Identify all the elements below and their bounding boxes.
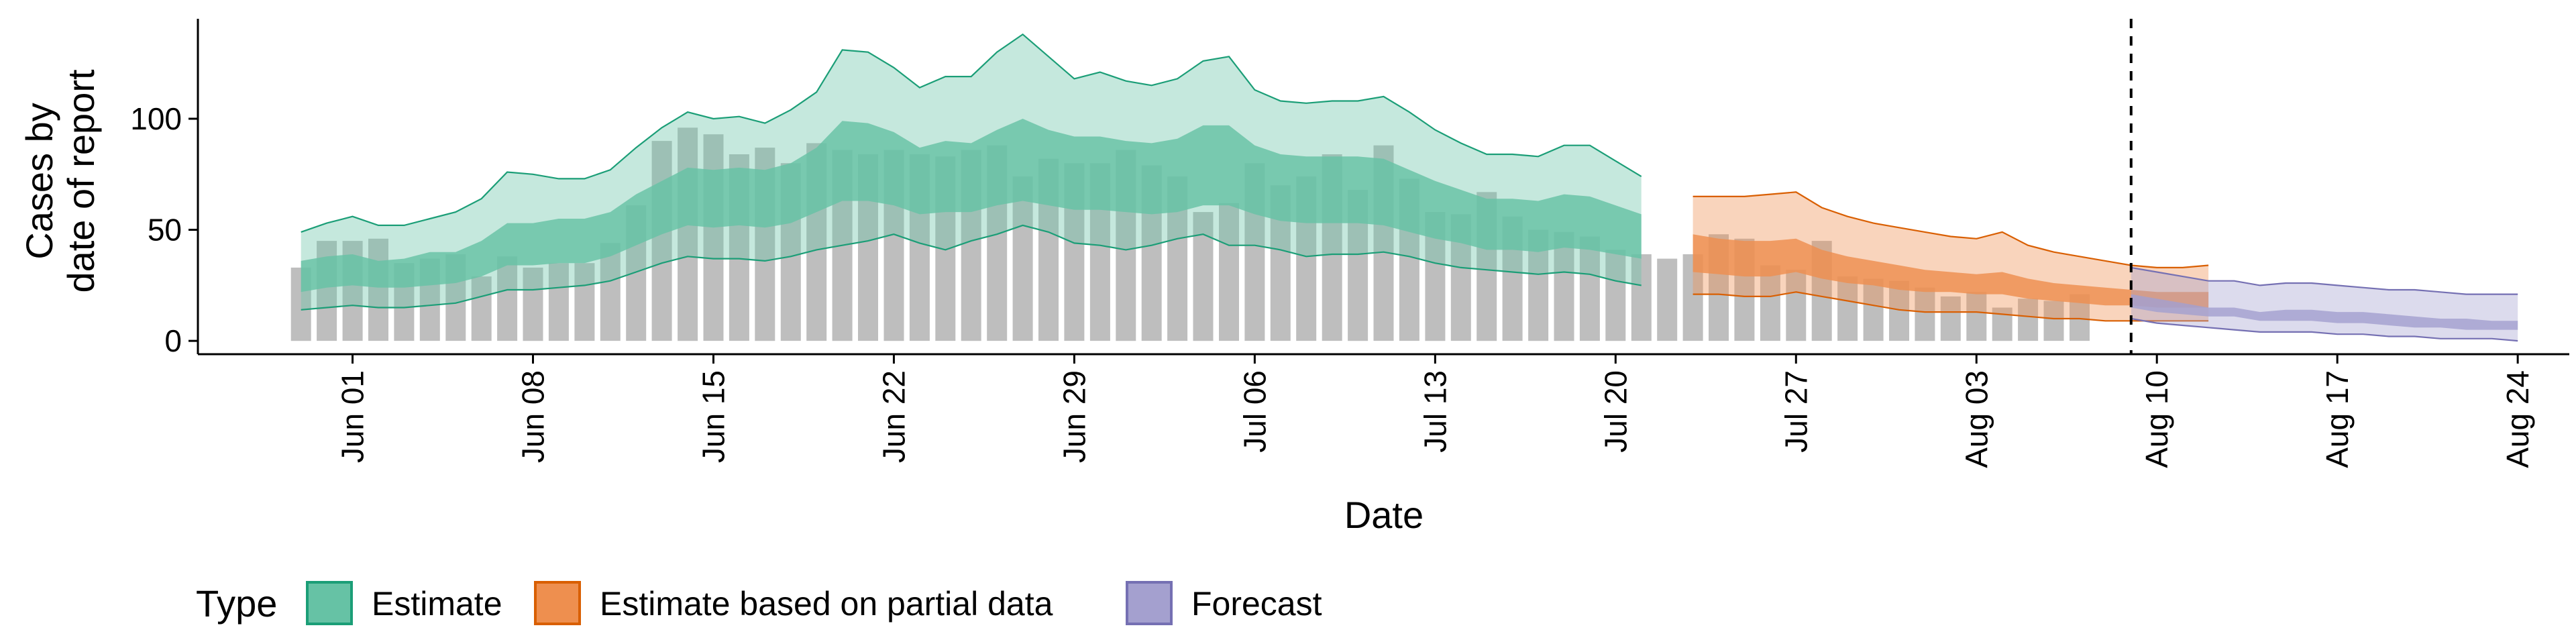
x-tick-label: Jul 06: [1237, 370, 1272, 453]
series-2-upper-line: [1693, 191, 2209, 268]
series-2-band-50: [1693, 234, 2209, 308]
x-tick-label: Jun 08: [516, 370, 551, 463]
x-tick-label: Aug 17: [2320, 370, 2355, 468]
case-bar: [497, 256, 518, 341]
x-axis-title: Date: [1344, 494, 1424, 536]
legend-label-2: Estimate based on partial data: [600, 585, 1053, 623]
series-1-upper-line: [301, 33, 1642, 233]
y-tick-label: 50: [148, 213, 182, 248]
plot-area: [290, 19, 2518, 354]
series-3-upper-line: [2131, 266, 2518, 295]
case-bar: [651, 141, 672, 341]
y-axis-title-line-2: date of report: [60, 69, 102, 293]
series-1-band-50: [301, 119, 1642, 292]
x-tick-label: Jul 13: [1417, 370, 1452, 453]
case-bar: [548, 263, 569, 341]
case-bar: [600, 243, 621, 341]
case-bar: [1915, 287, 1935, 341]
series-1-lower-line: [301, 224, 1642, 311]
case-bar: [1579, 236, 1600, 341]
case-bar: [1837, 276, 1858, 341]
case-bar: [1940, 296, 1961, 341]
case-bar: [1631, 254, 1652, 341]
y-tick-label: 100: [130, 101, 182, 136]
legend-label-1: Estimate: [372, 585, 502, 623]
x-tick-label: Jul 20: [1598, 370, 1633, 453]
case-bar: [1863, 278, 1884, 341]
case-bar: [574, 263, 595, 341]
legend-items: Estimate Estimate based on partial data Fo…: [306, 581, 1322, 625]
x-tick-label: Jul 27: [1778, 370, 1813, 453]
case-bar: [1786, 270, 1807, 341]
y-axis-title-line-1: Cases by: [18, 103, 60, 259]
series-3-band-50: [2131, 294, 2518, 330]
x-tick-label: Jun 01: [335, 370, 370, 463]
case-bar: [1554, 231, 1574, 341]
y-tick-label: 0: [164, 323, 182, 358]
x-tick-label: Aug 24: [2500, 370, 2535, 468]
case-bar: [2043, 301, 2064, 341]
legend-key-2: [534, 581, 581, 625]
axes: 0 50 100 Jun 01 Jun 08 Jun 15 Jun 22 Jun 29 Jul …: [130, 19, 2569, 468]
x-tick-label: Aug 10: [2139, 370, 2174, 468]
case-bar: [523, 267, 543, 341]
case-bar: [1760, 265, 1780, 341]
case-bar: [2018, 299, 2039, 341]
x-tick-label: Jun 22: [876, 370, 911, 463]
case-bar: [1657, 258, 1678, 341]
case-bar: [471, 276, 492, 341]
case-bar: [703, 134, 724, 341]
case-bar: [1012, 176, 1033, 341]
legend-title: Type: [196, 582, 277, 625]
case-bar: [368, 238, 388, 341]
legend: Type Estimate Estimate based on partial d…: [196, 581, 1322, 625]
case-bar: [678, 127, 698, 341]
case-bar: [1605, 250, 1626, 341]
legend-key-1: [306, 581, 353, 625]
legend-key-3: [1126, 581, 1173, 625]
series-2-lower-line: [1693, 291, 2209, 322]
x-tick-label: Jun 15: [696, 370, 731, 463]
case-bar: [1219, 203, 1239, 341]
series-3-lower-line: [2131, 317, 2518, 342]
x-tick-label: Jun 29: [1057, 370, 1091, 463]
case-bar: [1966, 292, 1987, 341]
x-tick-label: Aug 03: [1959, 370, 1994, 468]
legend-label-3: Forecast: [1191, 585, 1322, 623]
